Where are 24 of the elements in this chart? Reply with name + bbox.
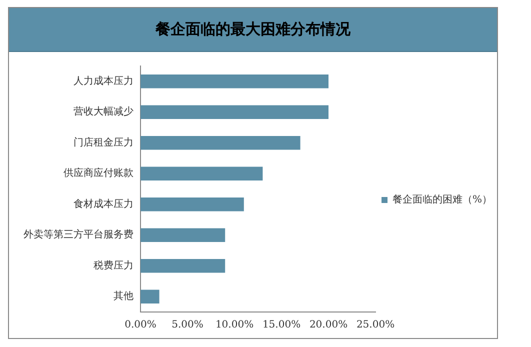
y-tick-label: 门店租金压力 <box>74 136 134 148</box>
legend-label: 餐企面临的困难（%） <box>392 194 492 206</box>
x-tick-label: 10.00% <box>215 320 254 331</box>
bar <box>140 228 226 242</box>
bar <box>140 136 300 150</box>
y-tick-label: 人力成本压力 <box>74 74 134 87</box>
bar <box>140 74 328 88</box>
x-tick-label: 0.00% <box>124 320 156 331</box>
chart-title: 餐企面临的最大困难分布情况 <box>9 8 497 52</box>
x-tick-label: 20.00% <box>309 320 348 331</box>
bar <box>140 166 263 181</box>
y-tick-label: 食材成本压力 <box>74 198 134 210</box>
y-tick-label: 其他 <box>114 290 134 302</box>
y-tick-label: 供应商应付账款 <box>64 167 134 180</box>
x-tick-label: 15.00% <box>262 320 301 331</box>
bar <box>140 258 226 273</box>
y-tick-label: 营收大幅减少 <box>74 106 134 118</box>
x-tick-label: 5.00% <box>172 320 204 331</box>
bar <box>140 290 160 304</box>
y-tick-label: 外卖等第三方平台服务费 <box>24 228 134 241</box>
bar <box>140 105 328 120</box>
y-tick-label: 税费压力 <box>94 259 134 272</box>
bar <box>140 197 244 212</box>
x-tick-label: 25.00% <box>356 320 395 331</box>
